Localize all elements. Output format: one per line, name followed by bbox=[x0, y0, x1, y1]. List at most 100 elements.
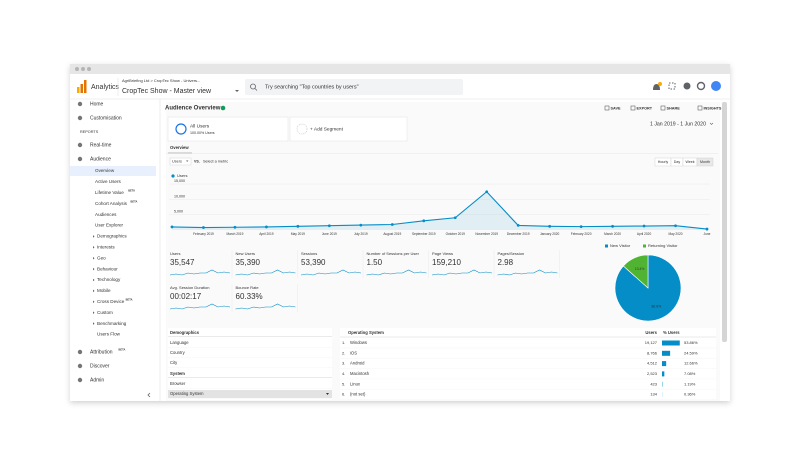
search-box[interactable] bbox=[245, 79, 463, 95]
data-point bbox=[327, 224, 331, 228]
segment-card[interactable] bbox=[167, 116, 289, 142]
apps-icon[interactable] bbox=[668, 82, 676, 90]
row-name[interactable]: Linux bbox=[350, 381, 361, 386]
dimension-link[interactable]: Operating System bbox=[170, 391, 204, 396]
granularity-label: Day bbox=[674, 160, 681, 164]
add-segment-card[interactable] bbox=[289, 116, 408, 142]
nav-item[interactable]: Cross Device bbox=[97, 299, 125, 304]
nav-item[interactable]: Discover bbox=[90, 363, 110, 369]
window-dot bbox=[75, 67, 79, 71]
row-pct: 7.08% bbox=[684, 371, 696, 376]
sparkline bbox=[300, 269, 362, 276]
nav-item[interactable]: Attribution bbox=[90, 349, 113, 355]
x-tick-label: August 2019 bbox=[383, 232, 401, 236]
dropdown-arrow bbox=[186, 160, 189, 162]
collapse-icon[interactable] bbox=[147, 392, 151, 398]
nav-item[interactable]: Users Flow bbox=[97, 332, 121, 337]
expand-arrow bbox=[93, 322, 95, 325]
data-point bbox=[453, 216, 457, 220]
selected-arrow bbox=[326, 393, 329, 395]
pie-label: 13.4% bbox=[635, 267, 645, 271]
nav-item[interactable]: Overview bbox=[95, 168, 115, 173]
pct-bar bbox=[662, 371, 665, 377]
nav-item[interactable]: Cohort Analysis bbox=[95, 201, 128, 206]
row-pct: 24.59% bbox=[684, 350, 698, 355]
beta-badge: BETA bbox=[119, 348, 126, 352]
window-dot bbox=[87, 67, 91, 71]
row-users: 19,127 bbox=[645, 340, 658, 345]
dimension-link[interactable]: Browser bbox=[170, 381, 186, 386]
metric-label: Number of Sessions per User bbox=[367, 251, 420, 256]
dropdown-arrow bbox=[235, 90, 239, 92]
date-range[interactable]: 1 Jan 2019 - 1 Jun 2020 bbox=[650, 121, 706, 127]
metric-value: 00:02:17 bbox=[170, 292, 202, 301]
x-tick-label: February 2020 bbox=[571, 232, 592, 236]
x-tick-label: November 2019 bbox=[475, 232, 498, 236]
legend-label: Users bbox=[177, 173, 187, 178]
granularity-label: Week bbox=[685, 160, 694, 164]
nav-item[interactable]: Behaviour bbox=[97, 266, 118, 271]
nav-item[interactable]: Geo bbox=[97, 255, 106, 260]
notifications-icon[interactable] bbox=[653, 84, 660, 90]
action-button[interactable]: EXPORT bbox=[637, 107, 653, 111]
row-name[interactable]: Windows bbox=[350, 340, 367, 345]
y-tick-label: 15,000 bbox=[174, 179, 185, 183]
nav-item[interactable]: Benchmarking bbox=[97, 321, 127, 326]
select-metric[interactable]: Select a metric bbox=[203, 160, 228, 164]
row-name[interactable]: Android bbox=[350, 361, 365, 366]
dimension-link[interactable]: Country bbox=[170, 350, 186, 355]
dimension-link[interactable]: Language bbox=[170, 340, 189, 345]
segment-share: 100.00% Users bbox=[190, 131, 215, 135]
add-segment[interactable]: + Add Segment bbox=[310, 126, 344, 132]
nav-item[interactable]: Audiences bbox=[95, 212, 117, 217]
row-name[interactable]: iOS bbox=[350, 350, 357, 355]
dimension-link[interactable]: City bbox=[170, 360, 178, 365]
nav-item[interactable]: Custom bbox=[97, 310, 113, 315]
window-dot bbox=[81, 67, 85, 71]
settings-icon[interactable] bbox=[696, 81, 706, 91]
nav-item[interactable]: Mobile bbox=[97, 288, 111, 293]
data-point bbox=[170, 225, 174, 229]
metric-label: Sessions bbox=[301, 251, 317, 256]
granularity-button[interactable] bbox=[696, 157, 714, 167]
nav-item[interactable]: User Explorer bbox=[95, 223, 124, 228]
metric-label: New Users bbox=[236, 251, 256, 256]
nav-icon bbox=[77, 101, 83, 107]
table-header: % Users bbox=[663, 330, 680, 335]
action-button[interactable]: INSIGHTS bbox=[704, 107, 722, 111]
metric-dropdown[interactable] bbox=[169, 157, 192, 166]
expand-arrow bbox=[93, 278, 95, 282]
tab[interactable]: Overview bbox=[170, 145, 189, 150]
granularity-label: Hourly bbox=[658, 160, 669, 164]
nav-icon bbox=[77, 377, 83, 383]
nav-item[interactable]: Active Users bbox=[95, 179, 121, 184]
row-name[interactable]: (not set) bbox=[350, 392, 366, 397]
line bbox=[171, 190, 708, 230]
pie-label: 86.6% bbox=[652, 305, 662, 309]
expand-arrow bbox=[93, 267, 95, 271]
nav-item[interactable]: Home bbox=[90, 101, 104, 107]
data-point bbox=[674, 224, 677, 228]
view-selector[interactable]: CropTec Show - Master view bbox=[122, 88, 212, 95]
nav-item[interactable]: Lifetime Value bbox=[95, 190, 124, 195]
metric-value: 35,547 bbox=[170, 258, 195, 267]
section-heading: REPORTS bbox=[80, 130, 99, 134]
row-name[interactable]: Macintosh bbox=[350, 371, 370, 376]
avatar[interactable] bbox=[711, 81, 721, 91]
row-rank: 6. bbox=[342, 392, 345, 397]
action-button[interactable]: SHARE bbox=[667, 107, 681, 111]
nav-item[interactable]: Audience bbox=[90, 156, 111, 162]
nav-item[interactable]: Real-time bbox=[90, 142, 112, 148]
breadcrumb[interactable]: AgriBriefing Ltd > CropTec Show - Univer… bbox=[122, 78, 200, 83]
nav-item[interactable]: Admin bbox=[90, 377, 104, 383]
granularity-label: Month bbox=[700, 160, 710, 164]
action-button[interactable]: SAVE bbox=[611, 107, 622, 111]
nav-item[interactable]: Interests bbox=[97, 245, 115, 250]
nav-item[interactable]: Technology bbox=[97, 277, 121, 282]
help-icon[interactable] bbox=[683, 82, 691, 90]
nav-item[interactable]: Demographics bbox=[97, 234, 127, 239]
page-title: Audience Overview bbox=[165, 106, 221, 112]
expand-arrow bbox=[93, 289, 95, 293]
row-rank: 3. bbox=[342, 361, 345, 366]
nav-item[interactable]: Customisation bbox=[90, 115, 122, 121]
